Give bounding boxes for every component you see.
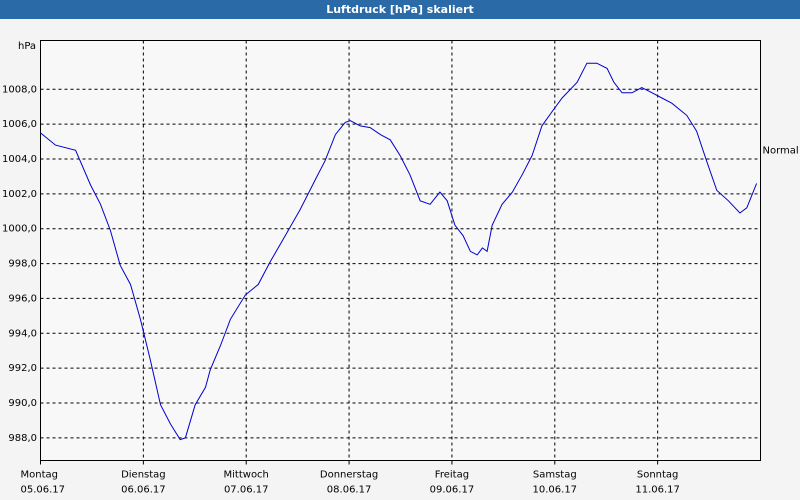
x-tick-label: Dienstag xyxy=(121,470,166,481)
x-tick-date: 10.06.17 xyxy=(533,485,578,496)
y-tick-label: 1000,0 xyxy=(2,224,37,235)
y-tick-label: 994,0 xyxy=(8,328,37,339)
x-tick-label: Sonntag xyxy=(637,470,679,481)
line xyxy=(40,62,758,441)
x-tick-label: Mittwoch xyxy=(224,470,269,481)
x-tick-label: Freitag xyxy=(435,470,469,481)
x-tick-date: 08.06.17 xyxy=(327,485,372,496)
x-tick-date: 09.06.17 xyxy=(430,485,475,496)
y-axis-label: hPa xyxy=(18,41,36,52)
chart-title: Luftdruck [hPa] skaliert xyxy=(326,3,474,16)
y-tick-label: 1006,0 xyxy=(2,119,37,130)
y-tick-label: 990,0 xyxy=(8,398,37,409)
annotation: Normal xyxy=(763,145,799,156)
plot-area xyxy=(40,40,761,461)
x-tick-label: Donnerstag xyxy=(320,470,378,481)
y-tick-label: 1002,0 xyxy=(2,189,37,200)
y-tick-label: 998,0 xyxy=(8,259,37,270)
x-tick-date: 11.06.17 xyxy=(635,485,680,496)
y-tick-label: 1008,0 xyxy=(2,84,37,95)
x-tick-date: 06.06.17 xyxy=(121,485,166,496)
title-bar xyxy=(0,0,800,19)
y-tick-label: 988,0 xyxy=(8,433,37,444)
x-tick-label: Samstag xyxy=(533,470,577,481)
x-tick-date: 05.06.17 xyxy=(21,485,66,496)
x-tick-label: Montag xyxy=(21,470,58,481)
x-tick-date: 07.06.17 xyxy=(224,485,269,496)
y-tick-label: 1004,0 xyxy=(2,154,37,165)
y-tick-label: 992,0 xyxy=(8,363,37,374)
y-tick-label: 996,0 xyxy=(8,293,37,304)
